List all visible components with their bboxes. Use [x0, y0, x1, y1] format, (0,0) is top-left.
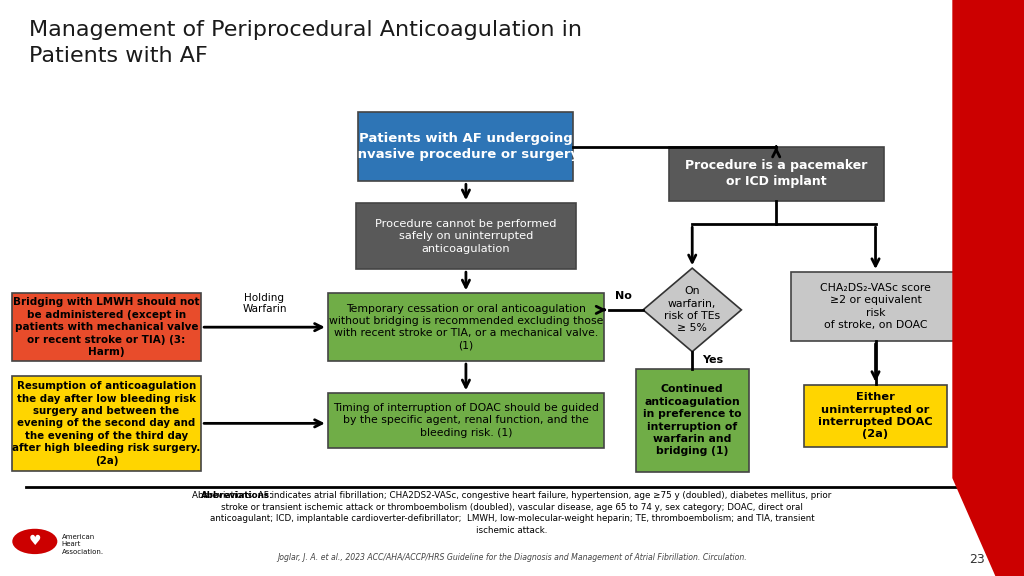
FancyBboxPatch shape [356, 203, 575, 270]
Text: No: No [615, 291, 632, 301]
Text: Bridging with LMWH should not
be administered (except in
patients with mechanica: Bridging with LMWH should not be adminis… [13, 297, 200, 357]
FancyBboxPatch shape [358, 112, 573, 181]
Text: Abbreviations: AF indicates atrial fibrillation; CHA2DS2-VASc, congestive heart : Abbreviations: AF indicates atrial fibri… [193, 491, 831, 535]
Text: CHA₂DS₂-VASc score
≥2 or equivalent
risk
of stroke, on DOAC: CHA₂DS₂-VASc score ≥2 or equivalent risk… [820, 283, 931, 330]
Polygon shape [643, 268, 741, 351]
Text: Either
uninterrupted or
interrupted DOAC
(2a): Either uninterrupted or interrupted DOAC… [818, 392, 933, 439]
Polygon shape [952, 0, 1024, 576]
FancyBboxPatch shape [11, 293, 201, 361]
Text: Abbreviations:: Abbreviations: [201, 491, 273, 500]
FancyBboxPatch shape [669, 147, 884, 202]
FancyBboxPatch shape [328, 393, 604, 448]
FancyBboxPatch shape [791, 272, 961, 341]
Text: Yes: Yes [702, 355, 724, 365]
Text: Procedure cannot be performed
safely on uninterrupted
anticoagulation: Procedure cannot be performed safely on … [375, 219, 557, 253]
Text: Joglar, J. A. et al., 2023 ACC/AHA/ACCP/HRS Guideline for the Diagnosis and Mana: Joglar, J. A. et al., 2023 ACC/AHA/ACCP/… [278, 553, 746, 562]
Text: Temporary cessation or oral anticoagulation
without bridging is recommended excl: Temporary cessation or oral anticoagulat… [329, 304, 603, 351]
Text: Procedure is a pacemaker
or ICD implant: Procedure is a pacemaker or ICD implant [685, 160, 867, 188]
FancyBboxPatch shape [328, 293, 604, 361]
Text: Holding
Warfarin: Holding Warfarin [243, 293, 287, 314]
Text: Continued
anticoagulation
in preference to
interruption of
warfarin and
bridging: Continued anticoagulation in preference … [643, 385, 741, 456]
Circle shape [12, 529, 57, 554]
Text: Timing of interruption of DOAC should be guided
by the specific agent, renal fun: Timing of interruption of DOAC should be… [333, 403, 599, 438]
FancyBboxPatch shape [11, 376, 201, 471]
Text: 23: 23 [970, 553, 985, 566]
FancyBboxPatch shape [636, 369, 749, 472]
Text: American
Heart
Association.: American Heart Association. [61, 534, 103, 555]
FancyBboxPatch shape [804, 385, 947, 447]
Text: Resumption of anticoagulation
the day after low bleeding risk
surgery and betwee: Resumption of anticoagulation the day af… [12, 381, 201, 465]
Text: ♥: ♥ [29, 535, 41, 548]
Text: On
warfarin,
risk of TEs
≥ 5%: On warfarin, risk of TEs ≥ 5% [665, 286, 720, 334]
Text: Management of Periprocedural Anticoagulation in
Patients with AF: Management of Periprocedural Anticoagula… [29, 20, 582, 66]
Text: Patients with AF undergoing
invasive procedure or surgery: Patients with AF undergoing invasive pro… [353, 132, 579, 161]
